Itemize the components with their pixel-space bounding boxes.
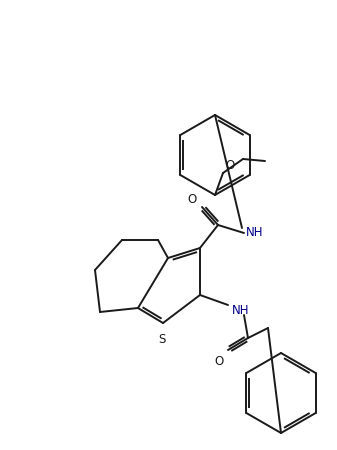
Text: O: O bbox=[215, 355, 224, 368]
Text: NH: NH bbox=[246, 226, 264, 239]
Text: O: O bbox=[188, 193, 197, 206]
Text: O: O bbox=[225, 159, 234, 172]
Text: S: S bbox=[158, 333, 166, 346]
Text: NH: NH bbox=[232, 303, 249, 316]
